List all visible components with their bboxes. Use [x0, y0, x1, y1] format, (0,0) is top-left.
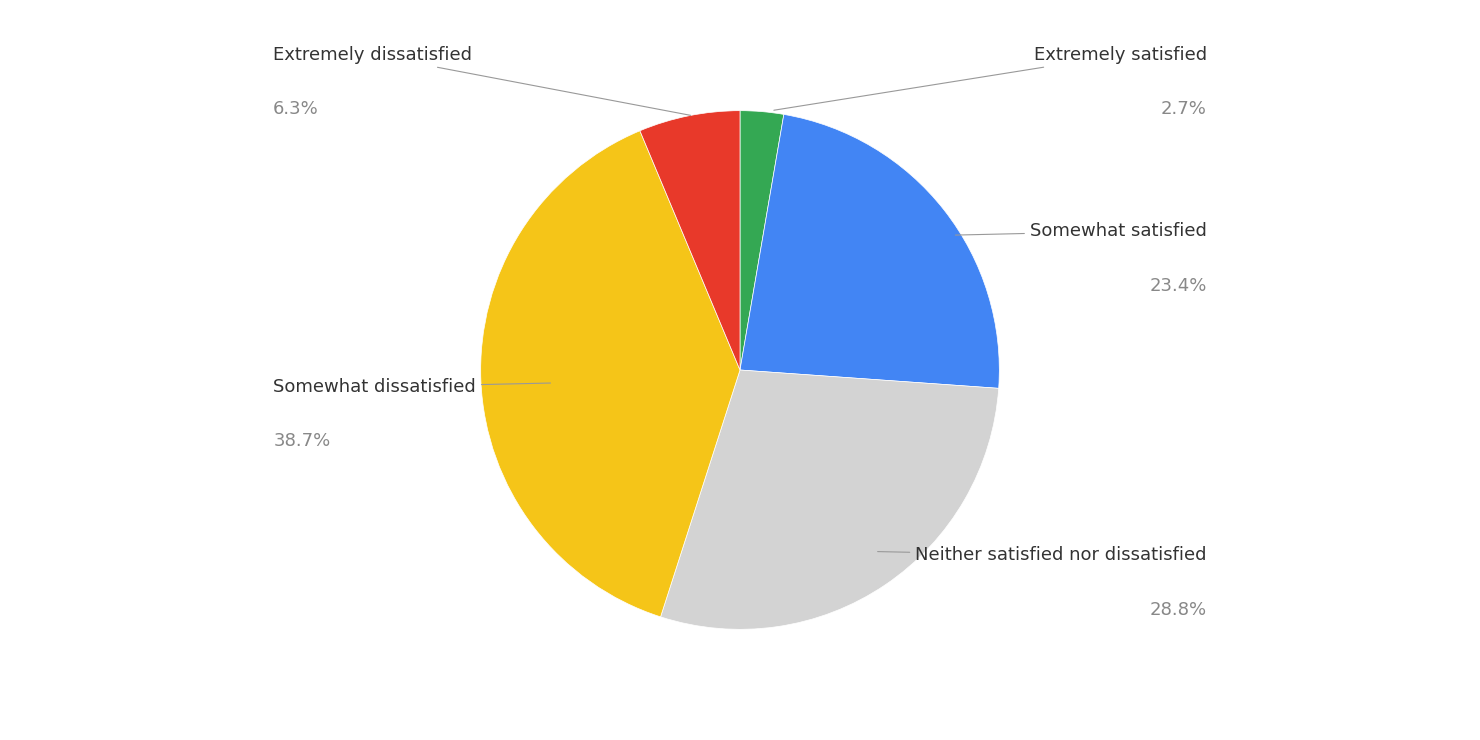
Text: Neither satisfied nor dissatisfied: Neither satisfied nor dissatisfied: [878, 547, 1206, 565]
Text: 23.4%: 23.4%: [1150, 277, 1206, 295]
Text: 28.8%: 28.8%: [1150, 601, 1206, 619]
Text: 38.7%: 38.7%: [274, 432, 330, 450]
Text: Extremely dissatisfied: Extremely dissatisfied: [274, 46, 691, 115]
Text: 6.3%: 6.3%: [274, 101, 320, 118]
Wedge shape: [481, 131, 740, 617]
Text: Somewhat dissatisfied: Somewhat dissatisfied: [274, 378, 551, 396]
Text: Extremely satisfied: Extremely satisfied: [774, 46, 1206, 110]
Wedge shape: [660, 370, 999, 629]
Text: 2.7%: 2.7%: [1160, 101, 1206, 118]
Wedge shape: [639, 111, 740, 370]
Text: Somewhat satisfied: Somewhat satisfied: [956, 222, 1206, 241]
Wedge shape: [740, 111, 784, 370]
Wedge shape: [740, 115, 999, 388]
